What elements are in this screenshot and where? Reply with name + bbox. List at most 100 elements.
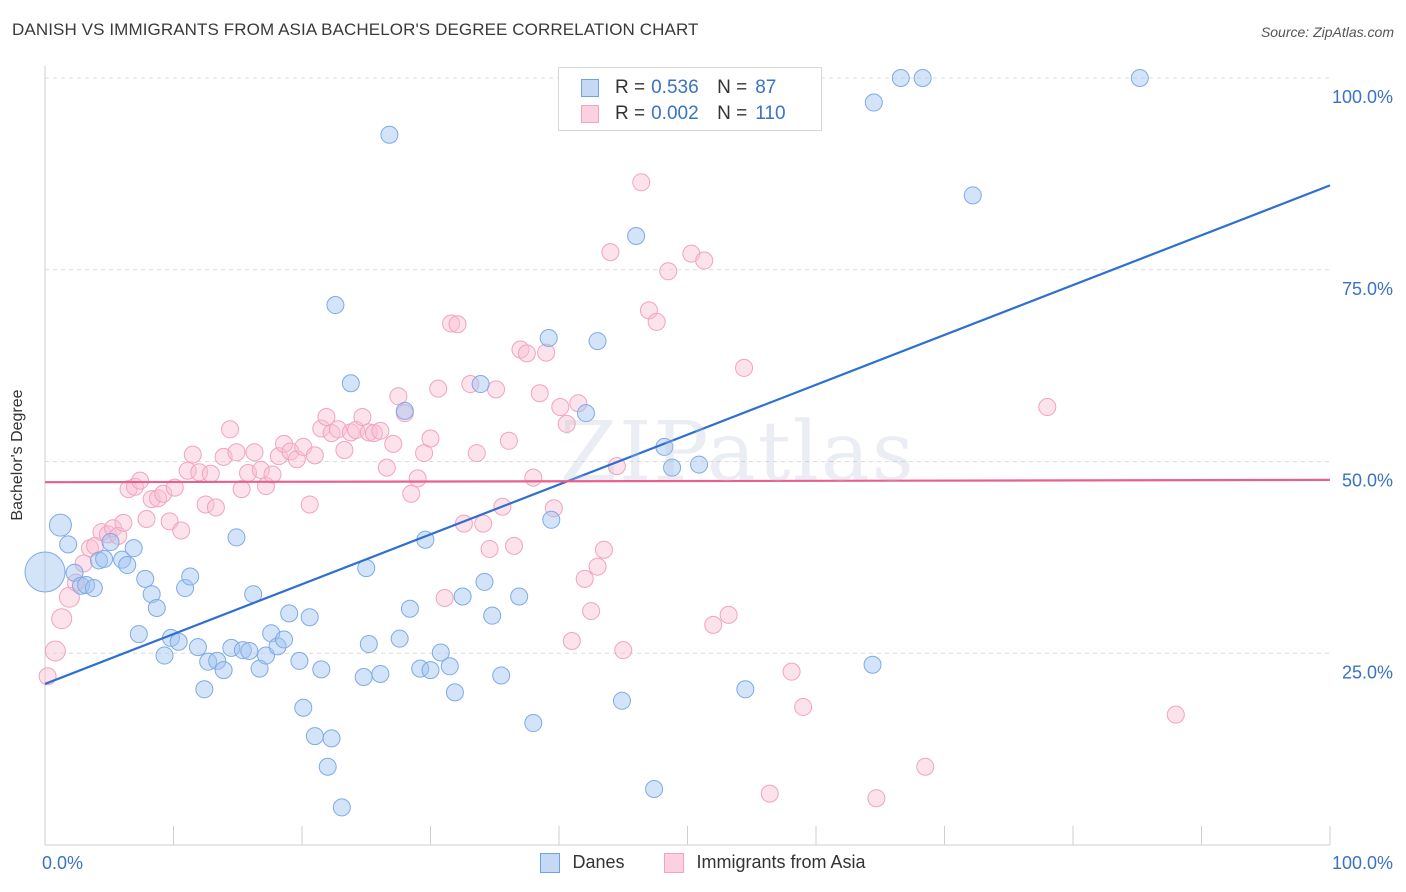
point-asia xyxy=(782,662,801,681)
point-danes xyxy=(431,643,450,662)
point-asia xyxy=(154,484,173,503)
legend-item-danes[interactable]: Danes xyxy=(540,852,624,873)
y-tick-label: 100.0% xyxy=(1332,87,1393,107)
point-asia xyxy=(172,521,191,540)
point-asia xyxy=(695,251,714,270)
point-asia xyxy=(1038,398,1057,417)
n-value: 87 xyxy=(755,77,777,98)
point-asia xyxy=(196,495,215,514)
point-asia xyxy=(435,589,454,608)
point-asia xyxy=(916,757,935,776)
point-asia xyxy=(480,539,499,558)
point-asia xyxy=(704,615,723,634)
point-asia xyxy=(131,471,150,490)
point-danes xyxy=(354,668,373,687)
y-tick-label: 25.0% xyxy=(1342,662,1393,682)
point-asia xyxy=(421,429,440,448)
point-asia xyxy=(183,445,202,464)
series-danes-points xyxy=(24,69,1149,817)
point-danes xyxy=(155,646,174,665)
point-asia xyxy=(614,641,633,660)
point-asia xyxy=(735,358,754,377)
point-asia xyxy=(305,446,324,465)
point-asia xyxy=(353,408,372,427)
legend-item-asia[interactable]: Immigrants from Asia xyxy=(664,852,866,873)
n-label: N = xyxy=(717,103,748,124)
point-danes xyxy=(492,666,511,685)
point-asia xyxy=(544,499,563,518)
point-danes xyxy=(539,329,558,348)
point-asia xyxy=(647,312,666,331)
point-asia xyxy=(659,262,678,281)
point-danes xyxy=(222,638,241,657)
danes-swatch xyxy=(540,852,561,873)
point-danes xyxy=(290,651,309,670)
y-tick-label: 75.0% xyxy=(1342,279,1393,299)
point-asia xyxy=(760,784,779,803)
point-asia xyxy=(178,461,197,480)
point-asia xyxy=(499,431,518,450)
tick-labels: 25.0% 50.0% 75.0% 100.0% 0.0% 100.0% xyxy=(42,87,1393,873)
axes xyxy=(44,66,1331,846)
point-danes xyxy=(195,680,214,699)
point-danes xyxy=(59,535,78,554)
point-asia xyxy=(575,569,594,588)
n-label: N = xyxy=(717,77,748,98)
point-danes xyxy=(136,569,155,588)
point-danes xyxy=(421,661,440,680)
point-asia xyxy=(165,478,184,497)
point-asia xyxy=(537,343,556,362)
point-danes xyxy=(233,641,252,660)
point-asia xyxy=(44,640,66,662)
point-asia xyxy=(221,420,240,439)
point-asia xyxy=(206,498,225,517)
gridlines xyxy=(45,77,1330,654)
point-asia xyxy=(359,423,378,442)
point-asia xyxy=(588,557,607,576)
point-danes xyxy=(300,608,319,627)
point-asia xyxy=(594,540,613,559)
point-danes xyxy=(294,698,313,717)
point-asia xyxy=(201,464,220,483)
watermark: ZIPatlas xyxy=(560,405,916,500)
point-asia xyxy=(557,414,576,433)
point-danes xyxy=(147,598,166,617)
point-danes xyxy=(101,533,120,552)
point-danes xyxy=(318,757,337,776)
point-asia xyxy=(467,444,486,463)
x-tick-label: 100.0% xyxy=(1332,853,1393,873)
point-danes xyxy=(359,635,378,654)
point-danes xyxy=(891,69,910,87)
point-danes xyxy=(440,657,459,676)
point-danes xyxy=(864,93,883,112)
point-danes xyxy=(142,585,161,604)
point-danes xyxy=(208,651,227,670)
point-danes xyxy=(863,655,882,674)
point-danes xyxy=(390,629,409,648)
point-asia xyxy=(275,434,294,453)
point-danes xyxy=(176,579,195,598)
series-asia-points xyxy=(38,173,1185,808)
y-tick-label: 50.0% xyxy=(1342,471,1393,491)
point-danes xyxy=(240,641,259,660)
point-danes xyxy=(963,186,982,205)
point-danes xyxy=(612,691,631,710)
point-asia xyxy=(794,697,813,716)
point-danes xyxy=(627,227,646,246)
point-asia xyxy=(371,421,390,440)
r-label: R = xyxy=(615,77,646,98)
point-danes xyxy=(24,551,66,593)
trend-line-danes xyxy=(44,184,1331,685)
point-asia xyxy=(137,510,156,529)
point-danes xyxy=(542,510,561,529)
point-danes xyxy=(305,727,324,746)
point-danes xyxy=(250,659,269,678)
n-value: 110 xyxy=(755,103,786,124)
point-asia xyxy=(442,314,461,333)
point-asia xyxy=(300,495,319,514)
point-asia xyxy=(474,514,493,533)
point-danes xyxy=(188,638,207,657)
point-danes xyxy=(181,567,200,586)
point-danes xyxy=(268,637,287,656)
